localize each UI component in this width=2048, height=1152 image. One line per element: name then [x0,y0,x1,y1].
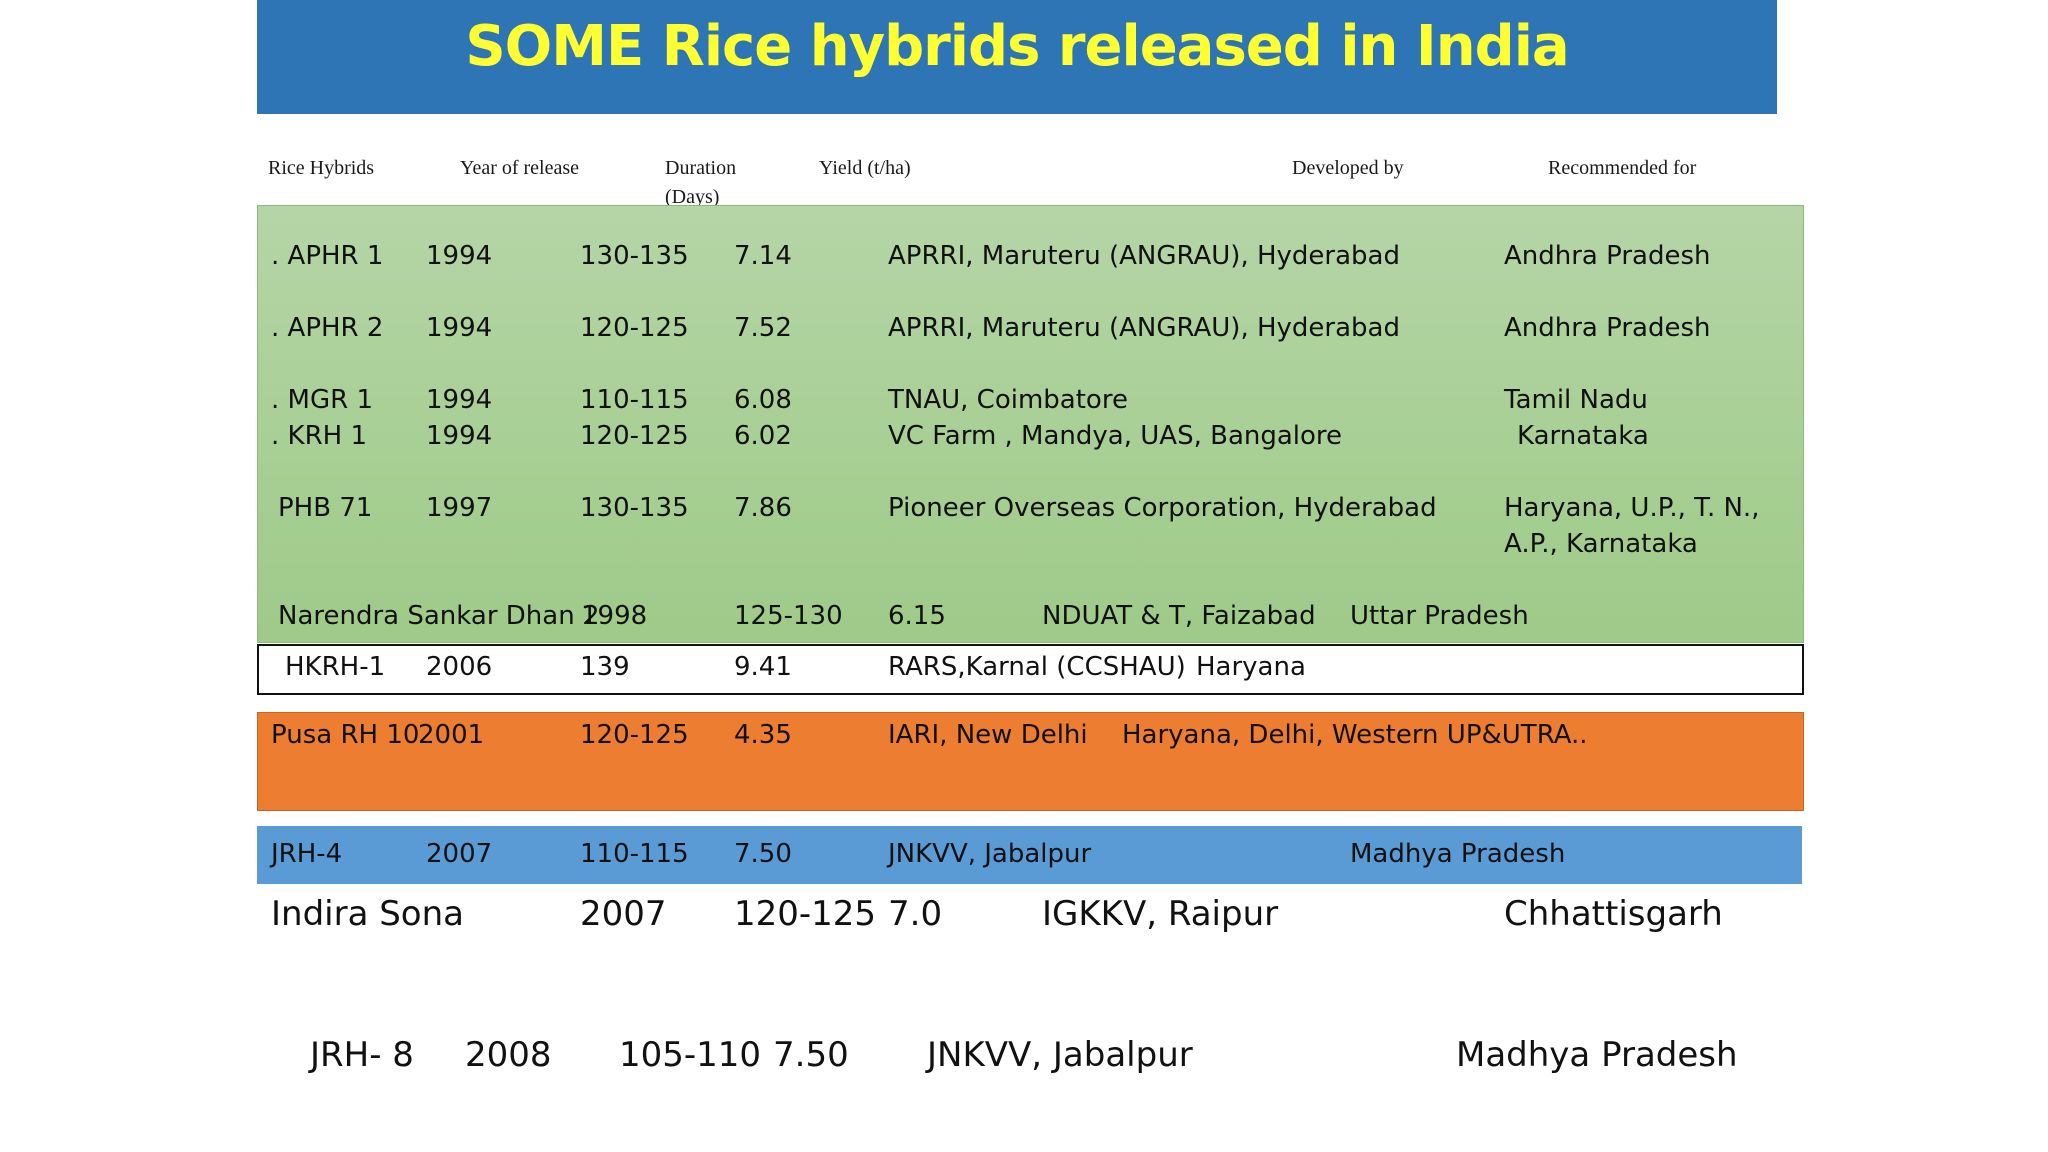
cell-recommended: Haryana, Delhi, Western UP&UTRA.. [1122,720,1588,750]
cell-duration: 120-125 [734,894,877,934]
cell-year: 2007 [580,894,667,934]
cell-yield: 7.0 [888,894,943,934]
green-band [257,205,1804,643]
cell-hybrid: PHB 71 [278,493,373,523]
cell-duration: 120-125 [580,421,689,451]
cell-hybrid: . MGR 1 [271,385,373,415]
cell-developer: NDUAT & T, Faizabad [1042,601,1316,631]
cell-recommended-cont: A.P., Karnataka [1504,529,1698,559]
cell-developer: IGKKV, Raipur [1042,894,1279,934]
cell-yield: 9.41 [734,652,792,682]
cell-developer: JNKVV, Jabalpur [888,839,1092,869]
cell-developer: VC Farm , Mandya, UAS, Bangalore [888,421,1343,451]
cell-year: 1998 [581,601,648,631]
cell-yield: 7.52 [734,313,792,343]
cell-recommended: Madhya Pradesh [1456,1035,1738,1075]
cell-yield: 7.50 [773,1035,849,1075]
cell-hybrid: . KRH 1 [271,421,368,451]
cell-year: 1994 [426,385,493,415]
cell-recommended: Andhra Pradesh [1504,241,1711,271]
title-banner: SOME Rice hybrids released in India [257,0,1777,114]
cell-yield: 6.08 [734,385,792,415]
header-year: Year of release [460,157,580,179]
cell-recommended: Chhattisgarh [1504,894,1723,934]
cell-duration: 110-115 [580,839,689,869]
cell-yield: 7.50 [734,839,792,869]
cell-yield: 7.14 [734,241,792,271]
cell-recommended: Haryana, U.P., T. N., [1504,493,1760,523]
cell-duration: 110-115 [580,385,689,415]
cell-yield: 6.15 [888,601,946,631]
cell-year: 1994 [426,241,493,271]
cell-hybrid: . APHR 1 [271,241,384,271]
cell-duration: 105-110 [619,1035,762,1075]
cell-recommended: Tamil Nadu [1504,385,1648,415]
cell-yield: 7.86 [734,493,792,523]
cell-duration: 139 [580,652,630,682]
cell-year: 1994 [426,421,493,451]
cell-developer: IARI, New Delhi [888,720,1088,750]
cell-hybrid: Indira Sona [271,894,464,934]
cell-developer: APRRI, Maruteru (ANGRAU), Hyderabad [888,241,1400,271]
cell-hybrid: . APHR 2 [271,313,384,343]
cell-hybrid: HKRH-1 [285,652,386,682]
cell-duration: 130-135 [580,493,689,523]
cell-year: 1994 [426,313,493,343]
cell-hybrid: JRH-4 [271,839,343,869]
cell-developer: Pioneer Overseas Corporation, Hyderabad [888,493,1437,523]
blue-band [257,826,1802,884]
header-developer: Developed by [1292,157,1404,179]
cell-year: 2006 [426,652,493,682]
cell-year: 2008 [465,1035,552,1075]
highlight-box [257,644,1804,695]
cell-yield: 6.02 [734,421,792,451]
cell-year: 1997 [426,493,493,523]
cell-yield: 4.35 [734,720,792,750]
cell-recommended: Andhra Pradesh [1504,313,1711,343]
header-duration: Duration [665,157,737,179]
header-recommended: Recommended for [1548,157,1697,179]
header-duration-unit: (Days) [665,186,720,208]
cell-hybrid: Pusa RH 10 [271,720,420,750]
cell-hybrid: JRH- 8 [310,1035,414,1075]
cell-duration: 130-135 [580,241,689,271]
orange-band [257,712,1804,811]
page-title: SOME Rice hybrids released in India [465,14,1569,79]
header-rice-hybrids: Rice Hybrids [268,157,375,179]
cell-developer: TNAU, Coimbatore [888,385,1128,415]
cell-recommended: Haryana [1196,652,1306,682]
cell-developer: APRRI, Maruteru (ANGRAU), Hyderabad [888,313,1400,343]
cell-year: 2007 [426,839,493,869]
cell-hybrid: Narendra Sankar Dhan 2 [278,601,600,631]
cell-recommended: Karnataka [1517,421,1649,451]
cell-developer: RARS,Karnal (CCSHAU) [888,652,1186,682]
cell-recommended: Madhya Pradesh [1350,839,1566,869]
cell-recommended: Uttar Pradesh [1350,601,1529,631]
cell-duration: 120-125 [580,720,689,750]
cell-year: 2001 [418,720,485,750]
header-yield: Yield (t/ha) [819,157,911,179]
cell-duration: 120-125 [580,313,689,343]
cell-duration: 125-130 [734,601,843,631]
cell-developer: JNKVV, Jabalpur [927,1035,1193,1075]
